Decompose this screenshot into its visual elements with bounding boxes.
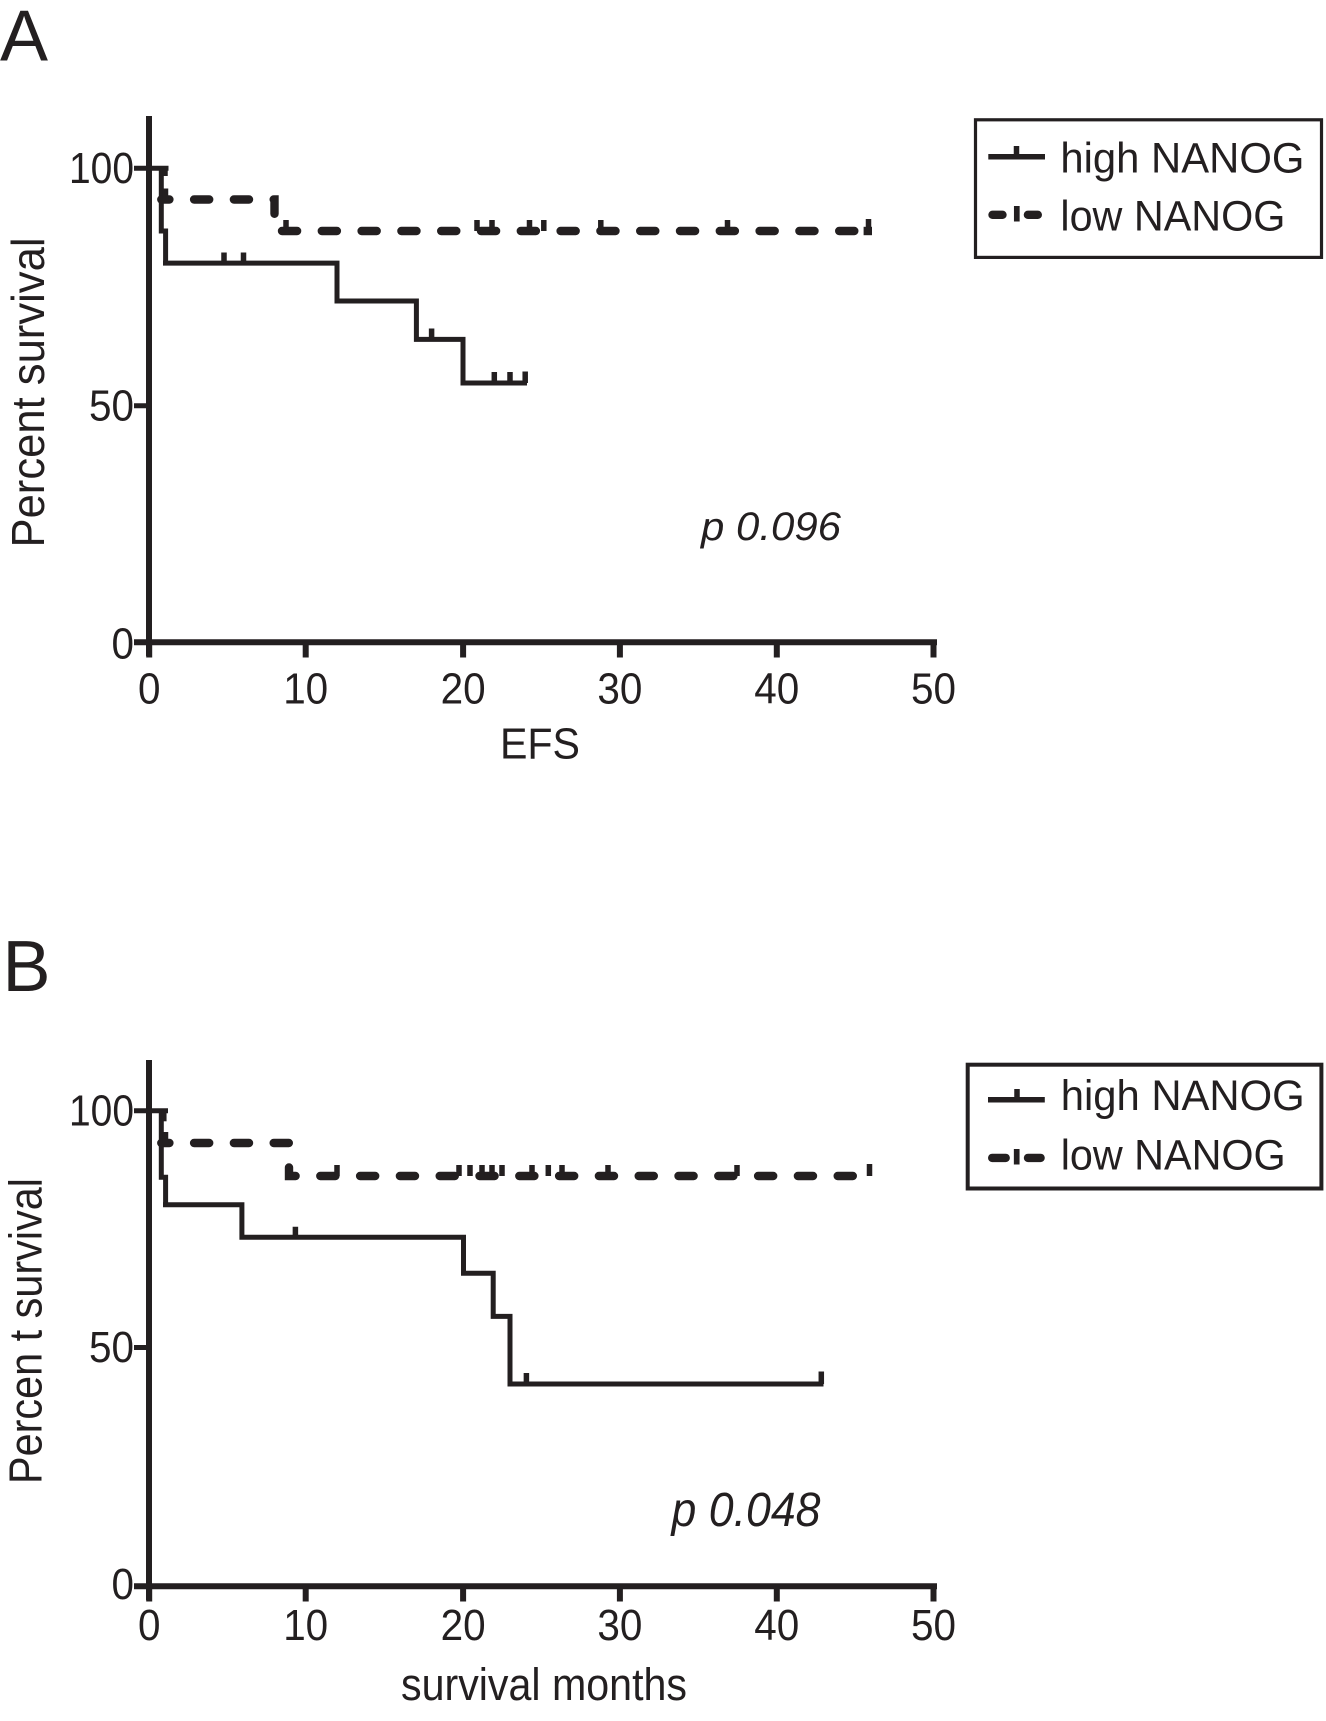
svg-text:high NANOG: high NANOG — [1060, 134, 1304, 182]
svg-text:high NANOG: high NANOG — [1061, 1072, 1305, 1120]
svg-text:100: 100 — [69, 1087, 134, 1136]
svg-text:0: 0 — [138, 665, 161, 714]
svg-text:30: 30 — [597, 1601, 642, 1650]
svg-text:low NANOG: low NANOG — [1060, 192, 1285, 240]
svg-text:0: 0 — [138, 1601, 161, 1650]
svg-text:Percent survival: Percent survival — [2, 238, 54, 548]
svg-text:10: 10 — [283, 1601, 328, 1650]
svg-text:50: 50 — [89, 1323, 134, 1372]
svg-text:p 0.096: p 0.096 — [700, 505, 842, 549]
svg-text:B: B — [3, 927, 51, 1007]
svg-text:Percen t survival: Percen t survival — [0, 1178, 52, 1484]
svg-text:20: 20 — [441, 665, 486, 714]
svg-text:low NANOG: low NANOG — [1061, 1132, 1286, 1180]
svg-text:50: 50 — [89, 382, 134, 431]
svg-text:p 0.048: p 0.048 — [670, 1484, 821, 1537]
svg-text:50: 50 — [911, 665, 956, 714]
svg-text:0: 0 — [112, 1560, 135, 1609]
svg-text:30: 30 — [597, 665, 642, 714]
svg-text:40: 40 — [754, 1601, 799, 1650]
svg-text:EFS: EFS — [500, 720, 580, 769]
svg-text:10: 10 — [283, 665, 328, 714]
svg-text:50: 50 — [911, 1601, 956, 1650]
svg-text:0: 0 — [112, 619, 135, 668]
svg-text:20: 20 — [441, 1601, 486, 1650]
svg-text:100: 100 — [69, 144, 134, 193]
svg-text:A: A — [0, 0, 48, 77]
svg-text:40: 40 — [754, 665, 799, 714]
svg-text:survival months: survival months — [401, 1659, 687, 1710]
